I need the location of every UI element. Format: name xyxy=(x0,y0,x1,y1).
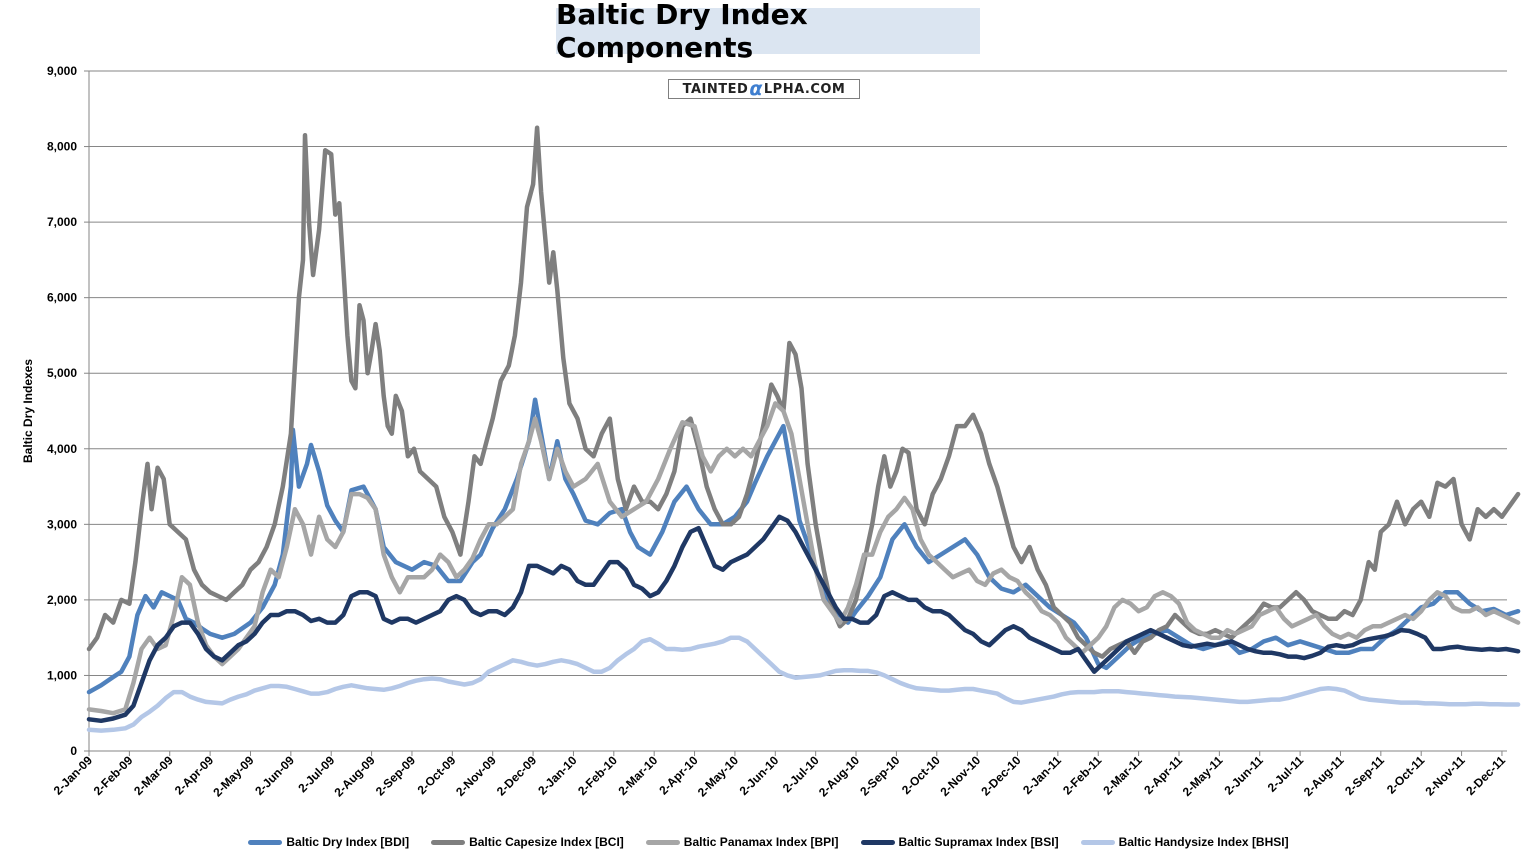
watermark-logo: TAINTED α LPHA.COM xyxy=(668,78,860,100)
series-line-4 xyxy=(86,514,1521,724)
x-tick-label: 2-Apr-11 xyxy=(1141,753,1185,797)
x-tick-label: 2-Aug-09 xyxy=(332,753,378,799)
x-tick-label: 2-Jan-11 xyxy=(1020,753,1064,797)
x-tick-label: 2-May-11 xyxy=(1180,753,1226,799)
x-tick-label: 2-Mar-11 xyxy=(1100,753,1145,798)
y-tick-label: 1,000 xyxy=(47,668,77,682)
x-tick-label: 2-Jun-09 xyxy=(252,753,297,798)
y-tick-label: 2,000 xyxy=(47,593,77,607)
legend-swatch xyxy=(645,839,680,845)
legend-swatch xyxy=(431,839,466,845)
y-tick-label: 7,000 xyxy=(47,215,77,229)
x-tick-label: 2-Oct-10 xyxy=(899,753,943,797)
x-tick-label: 2-Jun-10 xyxy=(737,753,782,798)
legend-label: Baltic Panamax Index [BPI] xyxy=(683,835,839,849)
axes xyxy=(84,70,1507,756)
x-tick-label: 2-Feb-10 xyxy=(575,753,620,798)
legend-label: Baltic Supramax Index [BSI] xyxy=(898,835,1059,849)
y-axis-label: Baltic Dry Indexes xyxy=(21,359,35,463)
x-tick-label: 2-May-09 xyxy=(210,753,256,799)
x-tick-label: 2-Nov-11 xyxy=(1422,753,1468,799)
x-tick-label: 2-Feb-11 xyxy=(1060,753,1105,798)
x-tick-label: 2-Oct-11 xyxy=(1384,753,1428,797)
series-lines xyxy=(86,125,1521,733)
x-tick-label: 2-Feb-09 xyxy=(91,753,136,798)
series-line-2 xyxy=(86,125,1521,659)
legend-label: Baltic Handysize Index [BHSI] xyxy=(1118,835,1289,849)
y-tick-label: 8,000 xyxy=(47,140,77,154)
y-tick-label: 0 xyxy=(70,744,77,758)
watermark-prefix: TAINTED xyxy=(682,81,749,97)
x-tick-label: 2-Sep-11 xyxy=(1342,753,1387,798)
x-tick-label: 2-Jun-11 xyxy=(1222,753,1267,798)
x-tick-label: 2-Aug-10 xyxy=(816,753,862,799)
legend-swatch xyxy=(860,839,895,845)
y-tick-label: 6,000 xyxy=(47,291,77,305)
x-tick-label: 2-Dec-10 xyxy=(978,753,1024,799)
legend: Baltic Dry Index [BDI] Baltic Capesize In… xyxy=(0,830,1537,854)
x-tick-label: 2-Aug-11 xyxy=(1301,753,1347,799)
x-tick-label: 2-Sep-10 xyxy=(857,753,903,799)
legend-item: Baltic Dry Index [BDI] xyxy=(248,835,409,849)
legend-item: Baltic Capesize Index [BCI] xyxy=(431,835,624,849)
legend-swatch xyxy=(248,839,283,845)
legend-item: Baltic Handysize Index [BHSI] xyxy=(1080,835,1289,849)
legend-label: Baltic Dry Index [BDI] xyxy=(286,835,410,849)
legend-swatch xyxy=(1080,839,1115,845)
x-tick-label: 2-May-10 xyxy=(695,753,741,799)
x-tick-label: 2-Dec-09 xyxy=(494,753,540,799)
y-tick-label: 4,000 xyxy=(47,442,77,456)
x-tick-label: 2-Apr-09 xyxy=(172,753,217,798)
x-tick-label: 2-Oct-09 xyxy=(415,753,459,797)
x-tick-label: 2-Nov-10 xyxy=(938,753,984,799)
x-tick-label: 2-Nov-09 xyxy=(453,753,499,799)
x-tick-label: 2-Jan-09 xyxy=(51,753,96,798)
legend-label: Baltic Capesize Index [BCI] xyxy=(469,835,624,849)
series-line-3 xyxy=(86,401,1521,716)
x-tick-label: 2-Dec-11 xyxy=(1463,753,1508,798)
legend-item: Baltic Supramax Index [BSI] xyxy=(860,835,1059,849)
watermark-suffix: LPHA.COM xyxy=(763,81,846,97)
x-tick-labels: 2-Jan-092-Feb-092-Mar-092-Apr-092-May-09… xyxy=(51,753,1509,799)
y-tick-label: 9,000 xyxy=(47,64,77,78)
x-tick-label: 2-Apr-10 xyxy=(656,753,701,798)
y-tick-label: 3,000 xyxy=(47,517,77,531)
x-tick-label: 2-Sep-09 xyxy=(373,753,419,799)
series-line-5 xyxy=(86,635,1521,733)
chart-title: Baltic Dry Index Components xyxy=(556,0,808,64)
legend-item: Baltic Panamax Index [BPI] xyxy=(645,835,839,849)
watermark-alpha: α xyxy=(749,78,763,100)
x-tick-label: 2-Jan-10 xyxy=(535,753,580,798)
x-tick-label: 2-Mar-09 xyxy=(131,753,176,798)
y-tick-labels: 0 1,000 2,000 3,000 4,000 5,000 6,000 7,000 8,00… xyxy=(47,64,77,758)
x-tick-label: 2-Mar-10 xyxy=(615,753,660,798)
chart-title-box: Baltic Dry Index Components xyxy=(556,0,980,64)
y-tick-label: 5,000 xyxy=(47,366,77,380)
